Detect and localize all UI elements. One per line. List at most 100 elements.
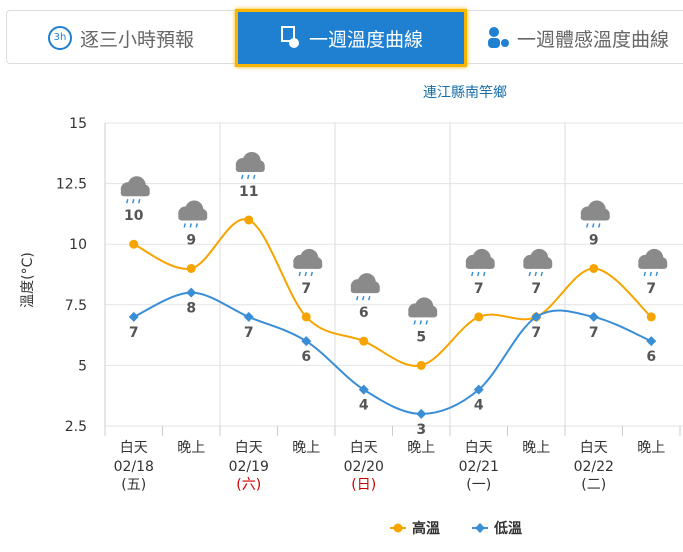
x-tick-label: 白天 <box>580 440 608 456</box>
rain-drop <box>586 223 589 228</box>
data-label: 6 <box>646 349 656 365</box>
weekday-label: (六) <box>236 477 261 493</box>
point <box>243 311 254 322</box>
x-tick-label: 白天 <box>120 440 148 456</box>
tab-icon <box>280 26 299 48</box>
rain-drop <box>253 174 256 180</box>
rain-drop <box>528 271 531 277</box>
rain-drop <box>298 271 301 277</box>
series-line <box>133 291 652 415</box>
data-label: 7 <box>129 325 139 341</box>
data-label: 11 <box>239 184 258 200</box>
legend-marker <box>393 523 403 533</box>
weather-icon <box>408 297 438 325</box>
rain-drop <box>419 320 422 325</box>
weather-icon <box>638 248 668 277</box>
cloud-part <box>638 261 668 269</box>
weekday-label: (一) <box>466 477 491 493</box>
weekday-label: (日) <box>351 477 376 493</box>
point <box>416 408 427 419</box>
x-tick-label: 晚上 <box>522 440 550 456</box>
tab-icon: 3h <box>47 26 72 50</box>
rain-drop <box>655 271 658 277</box>
rain-drop <box>534 271 537 277</box>
rain-drop <box>649 271 652 277</box>
rain-drop <box>356 295 359 301</box>
rain-drop <box>368 295 371 301</box>
weather-icon <box>293 248 323 277</box>
rain-drop <box>241 174 244 180</box>
x-tick-label: 晚上 <box>637 440 665 456</box>
data-label: 5 <box>416 329 426 345</box>
data-label: 7 <box>474 281 484 297</box>
rain-drop <box>477 271 480 277</box>
rain-drop <box>471 271 474 277</box>
point <box>646 336 657 347</box>
point <box>186 263 196 273</box>
tab-label: 逐三小時預報 <box>79 28 194 51</box>
rain-drop <box>132 199 135 204</box>
y-tick-label: 10 <box>69 237 87 253</box>
point <box>416 360 426 370</box>
y-tick-label: 15 <box>69 116 87 132</box>
data-label: 6 <box>301 349 311 365</box>
rain-drop <box>413 320 416 325</box>
y-tick-label: 12.5 <box>56 177 87 193</box>
point <box>473 384 484 395</box>
point <box>129 239 139 249</box>
x-tick-label: 白天 <box>235 440 263 456</box>
weather-icon <box>235 151 265 180</box>
weather-icon <box>580 200 610 228</box>
cloud-part <box>523 261 553 269</box>
legend-label: 高溫 <box>412 520 440 537</box>
tab-bar: 3h 逐三小時預報 一週溫度曲線 一週體感溫度曲線 <box>6 9 683 67</box>
weather-icon <box>178 200 208 228</box>
point <box>646 312 656 322</box>
x-tick-label: 晚上 <box>177 440 205 456</box>
data-label: 6 <box>359 305 369 321</box>
rain-drop <box>138 199 141 204</box>
tab-label: 一週體感溫度曲線 <box>517 28 670 51</box>
point <box>359 336 369 346</box>
legend-marker <box>475 523 485 533</box>
rain-drop <box>310 271 313 277</box>
date-label: 02/21 <box>459 459 499 475</box>
data-label: 10 <box>124 208 144 224</box>
cloud-part <box>120 189 150 197</box>
point <box>588 311 599 322</box>
data-label: 7 <box>301 281 311 297</box>
rain-drop <box>540 271 543 277</box>
rain-drop <box>425 320 428 325</box>
tab[interactable]: 3h 逐三小時預報 <box>7 11 235 65</box>
data-label: 7 <box>244 325 254 341</box>
chart-subtitle: 連江縣南竿鄉 <box>423 85 507 101</box>
point <box>301 312 311 322</box>
tab[interactable]: 一週體感溫度曲線 <box>471 11 683 65</box>
rain-drop <box>304 271 307 277</box>
rain-drop <box>643 271 646 277</box>
y-axis-label: 溫度(°C) <box>20 252 36 308</box>
point <box>358 384 369 395</box>
tab-icon <box>488 27 509 48</box>
data-label: 4 <box>474 398 484 414</box>
point <box>301 336 312 347</box>
data-label: 3 <box>416 422 426 438</box>
legend-label: 低溫 <box>493 520 522 537</box>
point <box>128 311 139 322</box>
series-line <box>133 218 652 367</box>
cloud-part <box>580 213 610 221</box>
data-label: 7 <box>531 325 541 341</box>
rain-drop <box>483 271 486 277</box>
rain-drop <box>126 199 129 204</box>
rain-drop <box>247 174 250 180</box>
tab[interactable]: 一週溫度曲線 <box>235 9 467 67</box>
weather-icon <box>350 273 380 301</box>
y-tick-label: 7.5 <box>65 298 87 314</box>
rain-drop <box>195 223 198 228</box>
x-tick-label: 白天 <box>465 440 493 456</box>
date-label: 02/18 <box>114 459 154 475</box>
weekday-label: (五) <box>121 477 146 493</box>
x-tick-label: 白天 <box>350 440 378 456</box>
rain-drop <box>189 223 192 228</box>
